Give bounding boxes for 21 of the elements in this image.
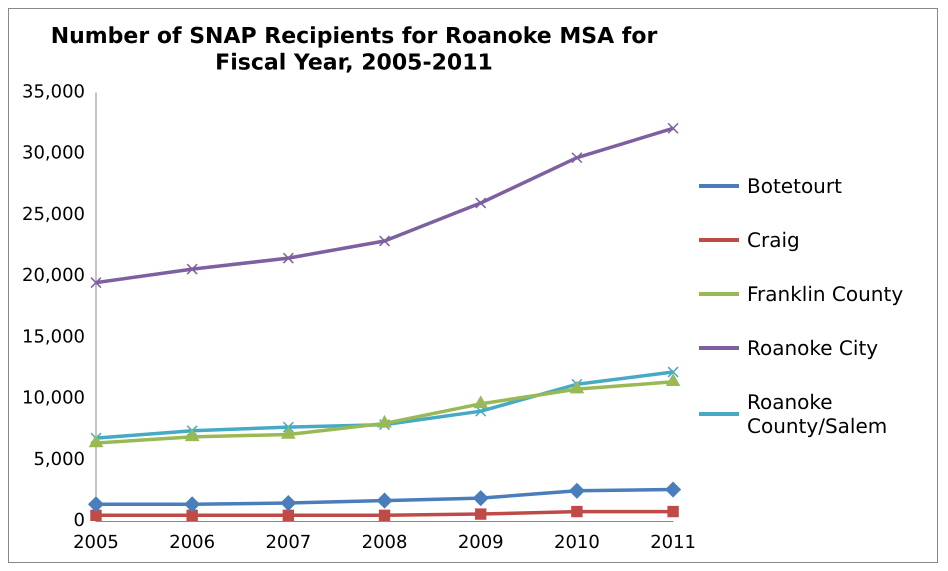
- y-tick-label: 0: [74, 510, 85, 532]
- legend-label: Craig: [747, 228, 801, 252]
- y-tick-label: 10,000: [22, 388, 85, 409]
- x-tick-label: 2011: [650, 532, 696, 553]
- legend-label: Roanoke County/Salem: [747, 390, 888, 438]
- x-tick-label: 2010: [554, 532, 600, 553]
- x-tick-label: 2009: [458, 532, 504, 553]
- x-tick-label: 2006: [169, 532, 216, 553]
- y-tick-label: 15,000: [22, 326, 85, 348]
- legend-label: Botetourt: [747, 174, 843, 198]
- x-tick-label: 2008: [362, 532, 408, 553]
- y-tick-label: 20,000: [22, 265, 85, 286]
- y-tick-label: 5,000: [33, 448, 85, 470]
- y-tick-label: 25,000: [22, 204, 85, 225]
- x-tick-label: 2007: [265, 532, 312, 553]
- legend-label: Roanoke City: [747, 336, 880, 360]
- legend-label: Franklin County: [747, 282, 904, 306]
- chart-title: Number of SNAP Recipients for Roanoke MSA for Fiscal Year, 2005-2011: [50, 24, 658, 76]
- y-tick-label: 35,000: [22, 81, 85, 102]
- x-tick-label: 2005: [73, 532, 119, 553]
- y-tick-label: 30,000: [22, 142, 85, 164]
